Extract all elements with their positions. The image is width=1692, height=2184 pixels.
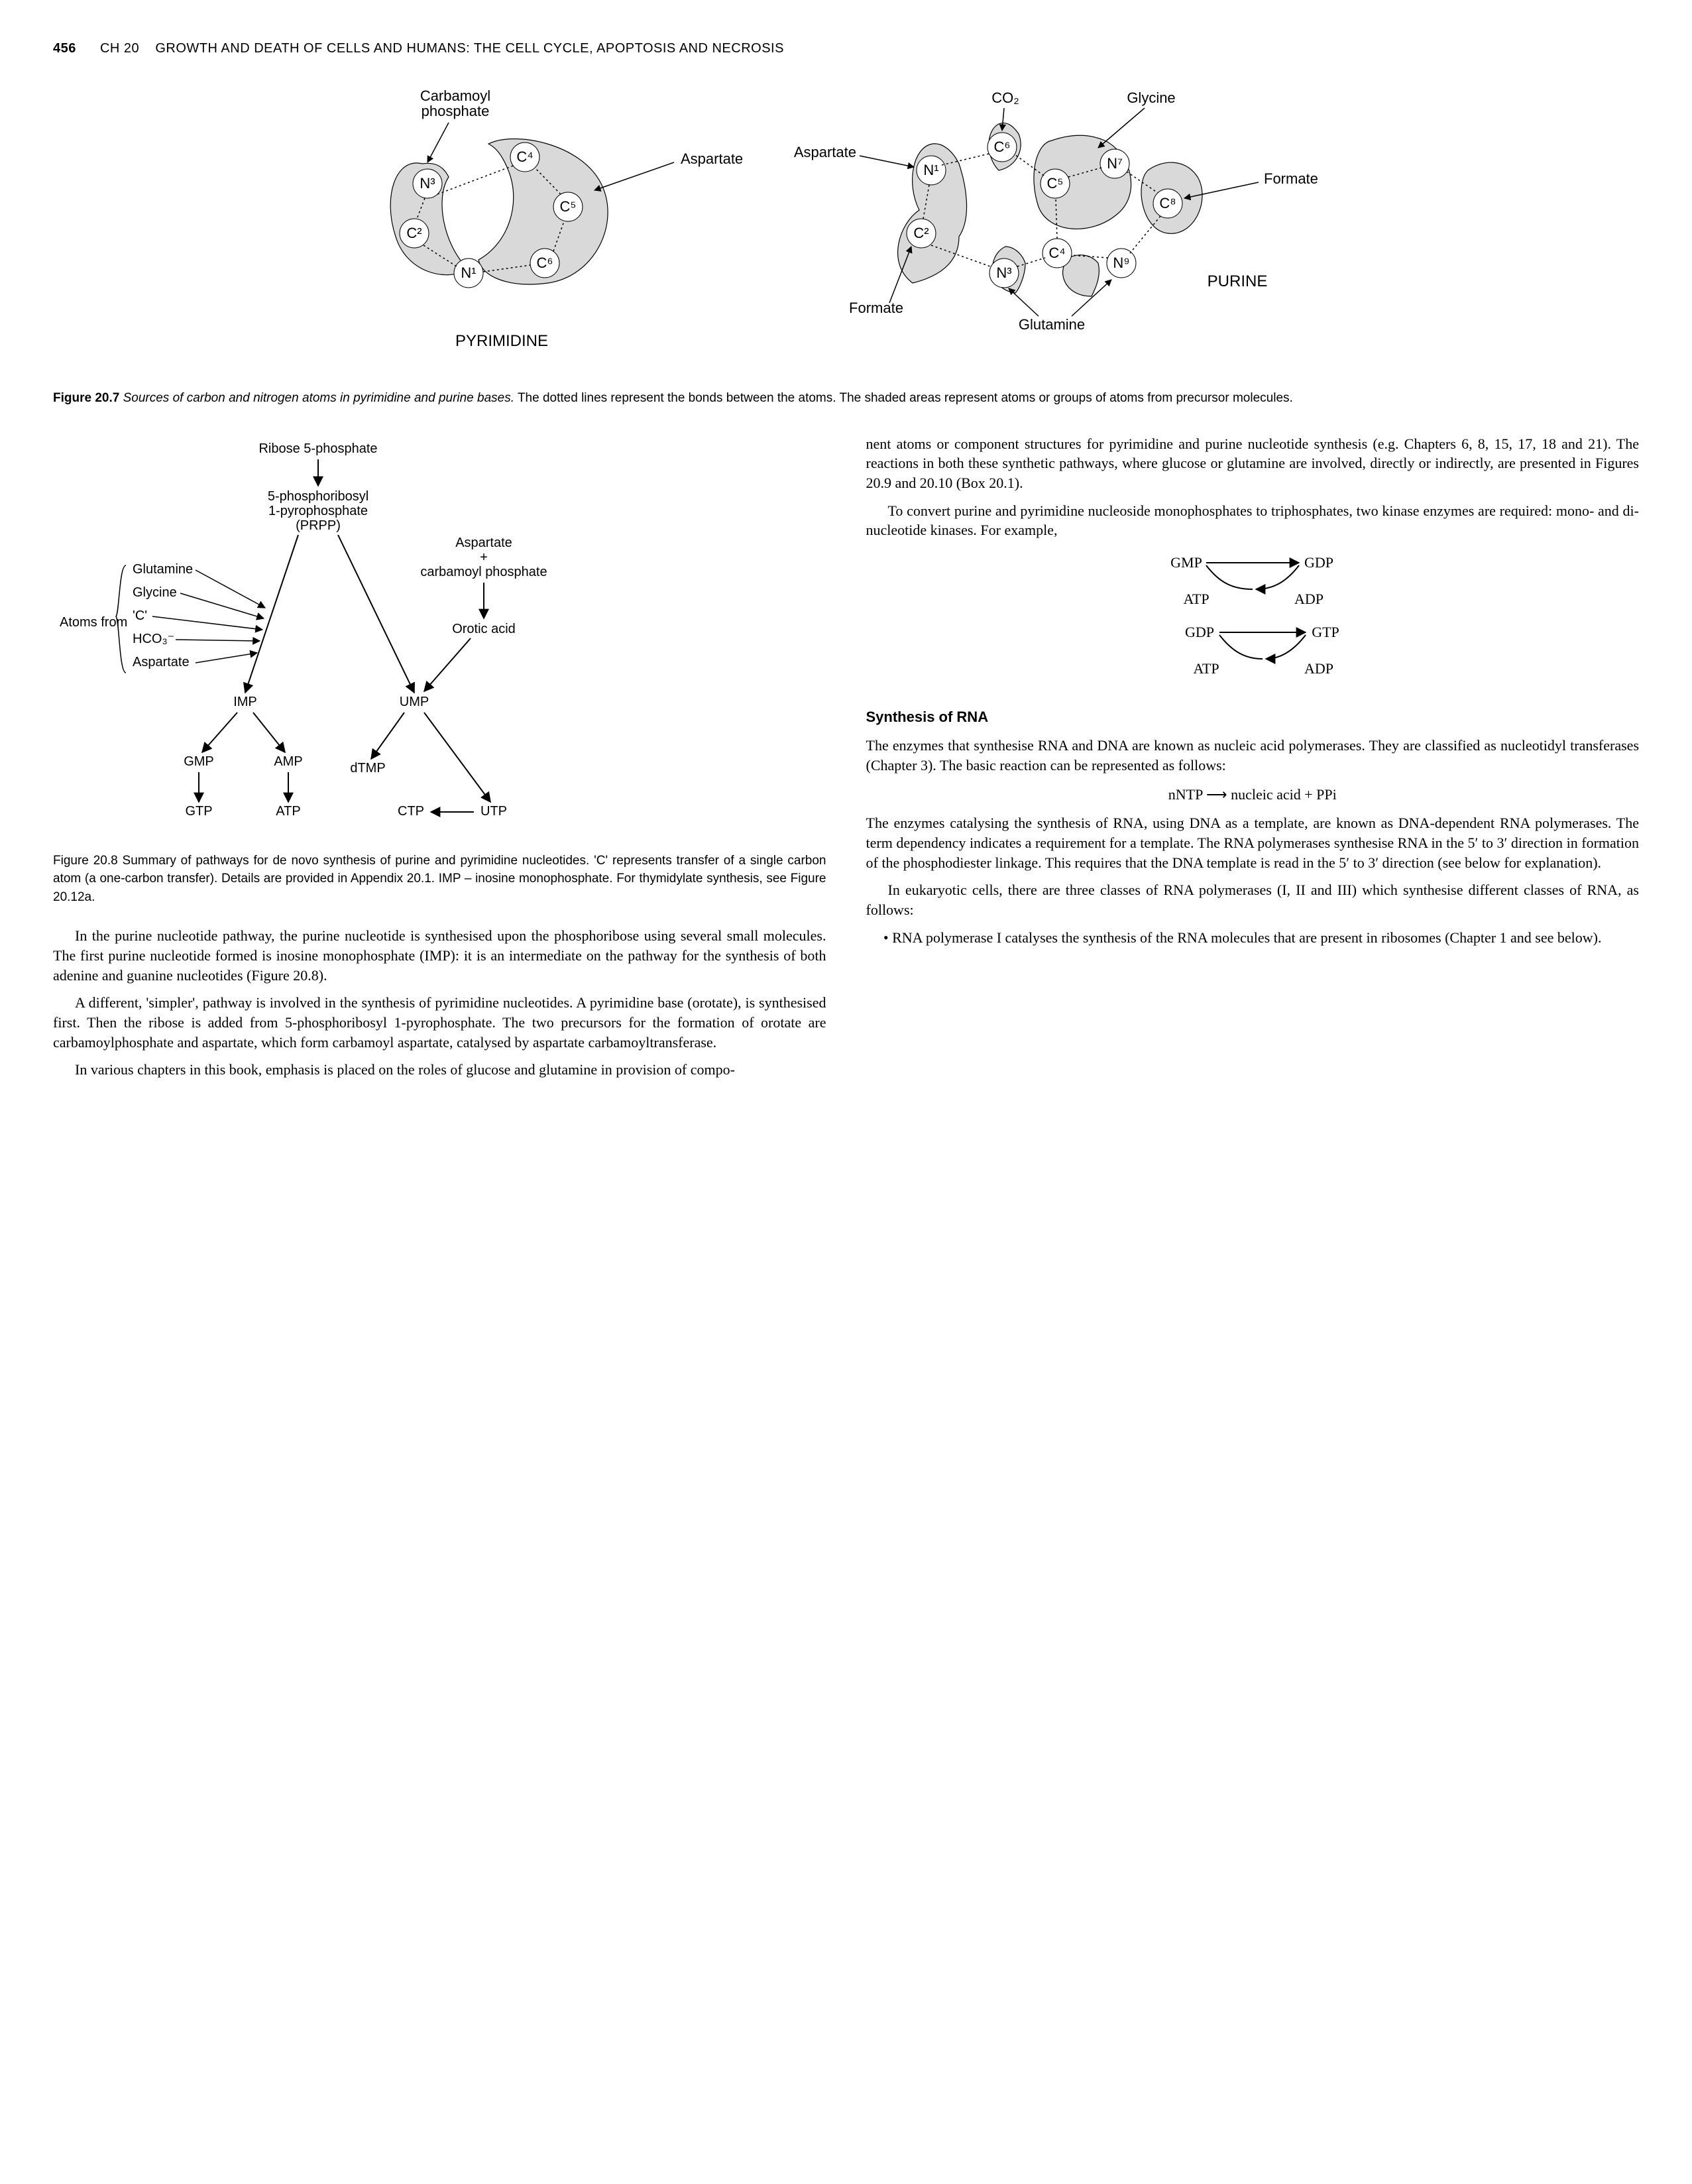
svg-text:ADP: ADP <box>1304 660 1333 677</box>
svg-text:N¹: N¹ <box>461 264 476 281</box>
svg-text:IMP: IMP <box>233 695 257 709</box>
para-7: The enzymes catalysing the synthesis of … <box>866 813 1640 872</box>
svg-text:Glycine: Glycine <box>133 585 177 600</box>
svg-text:GMP: GMP <box>1170 554 1202 571</box>
svg-text:Orotic acid: Orotic acid <box>452 622 516 636</box>
svg-text:5-phosphoribosyl: 5-phosphoribosyl <box>268 489 368 504</box>
svg-text:HCO₃⁻: HCO₃⁻ <box>133 632 174 646</box>
svg-text:Glutamine: Glutamine <box>133 562 193 577</box>
para-4: nent atoms or component structures for p… <box>866 434 1640 493</box>
svg-text:GDP: GDP <box>1304 554 1333 571</box>
chapter-label: CH 20 <box>100 41 139 56</box>
figure-20-7-svg: N³ C² N¹ C⁶ C⁵ C⁴ Carbamoyl phosphate As… <box>283 84 1410 376</box>
fig208-label: Figure 20.8 <box>53 854 118 868</box>
svg-text:ATP: ATP <box>276 804 300 819</box>
svg-text:ATP: ATP <box>1193 660 1219 677</box>
svg-text:C⁴: C⁴ <box>1048 245 1065 261</box>
svg-text:CO₂: CO₂ <box>991 89 1019 106</box>
svg-text:N⁹: N⁹ <box>1113 255 1129 271</box>
svg-text:ATP: ATP <box>1183 591 1209 607</box>
svg-text:N¹: N¹ <box>923 162 938 178</box>
kinase-diagram: GMP GDP ATP ADP GDP GTP ATP ADP <box>866 551 1640 689</box>
figure-20-8-svg: Ribose 5-phosphate 5-phosphoribosyl 1-py… <box>53 434 603 845</box>
figure-20-8-caption: Figure 20.8 Summary of pathways for de n… <box>53 852 826 907</box>
svg-text:C²: C² <box>913 225 929 241</box>
svg-text:UTP: UTP <box>480 804 507 819</box>
two-column-body: Ribose 5-phosphate 5-phosphoribosyl 1-py… <box>53 434 1639 1088</box>
svg-text:Glycine: Glycine <box>1127 89 1175 106</box>
svg-text:'C': 'C' <box>133 608 147 623</box>
purine-label: PURINE <box>1207 272 1267 290</box>
svg-text:1-pyrophosphate: 1-pyrophosphate <box>268 504 368 518</box>
para-5: To convert purine and pyrimidine nucleos… <box>866 501 1640 540</box>
svg-text:C⁸: C⁸ <box>1159 195 1176 211</box>
svg-text:Aspartate: Aspartate <box>455 536 512 550</box>
svg-text:Ribose 5-phosphate: Ribose 5-phosphate <box>258 441 377 456</box>
svg-text:CTP: CTP <box>398 804 424 819</box>
svg-text:Carbamoyl: Carbamoyl <box>420 87 490 104</box>
svg-text:C⁶: C⁶ <box>993 139 1010 155</box>
svg-text:Glutamine: Glutamine <box>1018 316 1084 333</box>
svg-text:ADP: ADP <box>1294 591 1324 607</box>
svg-text:C⁵: C⁵ <box>559 198 576 215</box>
svg-text:N⁷: N⁷ <box>1107 155 1123 172</box>
reaction-eq: nNTP ⟶ nucleic acid + PPi <box>866 785 1640 805</box>
fig207-label: Figure 20.7 <box>53 391 119 405</box>
svg-text:N³: N³ <box>996 264 1011 281</box>
svg-text:C⁶: C⁶ <box>536 255 553 271</box>
para-1: In the purine nucleotide pathway, the pu… <box>53 926 826 985</box>
left-column: Ribose 5-phosphate 5-phosphoribosyl 1-py… <box>53 434 826 1088</box>
svg-text:C⁴: C⁴ <box>516 148 533 165</box>
svg-text:phosphate: phosphate <box>421 103 489 119</box>
svg-text:GDP: GDP <box>1185 624 1214 640</box>
svg-text:C²: C² <box>406 225 422 241</box>
figure-20-8: Ribose 5-phosphate 5-phosphoribosyl 1-py… <box>53 434 826 845</box>
svg-text:+: + <box>480 550 488 565</box>
page-header: 456 CH 20 GROWTH AND DEATH OF CELLS AND … <box>53 40 1639 58</box>
pyrimidine-label: PYRIMIDINE <box>455 332 547 350</box>
svg-text:(PRPP): (PRPP) <box>296 518 341 533</box>
svg-text:Aspartate: Aspartate <box>133 655 190 669</box>
svg-text:GMP: GMP <box>184 754 214 769</box>
fig207-rest: The dotted lines represent the bonds bet… <box>518 391 1293 405</box>
svg-text:Aspartate: Aspartate <box>793 144 856 160</box>
para-3: In various chapters in this book, emphas… <box>53 1060 826 1080</box>
svg-text:carbamoyl phosphate: carbamoyl phosphate <box>420 565 547 579</box>
bullet-1: • RNA polymerase I catalyses the synthes… <box>866 928 1640 948</box>
svg-text:C⁵: C⁵ <box>1046 175 1063 192</box>
figure-20-7: N³ C² N¹ C⁶ C⁵ C⁴ Carbamoyl phosphate As… <box>53 84 1639 376</box>
para-6: The enzymes that synthesise RNA and DNA … <box>866 736 1640 775</box>
page-number: 456 <box>53 41 76 56</box>
svg-text:AMP: AMP <box>274 754 302 769</box>
svg-text:GTP: GTP <box>1312 624 1339 640</box>
svg-text:UMP: UMP <box>400 695 429 709</box>
figure-20-7-caption: Figure 20.7 Sources of carbon and nitrog… <box>53 389 1639 408</box>
svg-text:GTP: GTP <box>185 804 212 819</box>
para-2: A different, 'simpler', pathway is invol… <box>53 993 826 1052</box>
fig207-title: Sources of carbon and nitrogen atoms in … <box>123 391 514 405</box>
svg-text:N³: N³ <box>420 175 435 192</box>
svg-text:Formate: Formate <box>1264 170 1318 187</box>
chapter-title: GROWTH AND DEATH OF CELLS AND HUMANS: TH… <box>155 41 784 56</box>
svg-text:Formate: Formate <box>849 300 903 316</box>
right-column: nent atoms or component structures for p… <box>866 434 1640 1088</box>
heading-synthesis-rna: Synthesis of RNA <box>866 707 1640 727</box>
svg-text:Aspartate: Aspartate <box>681 150 743 167</box>
para-8: In eukaryotic cells, there are three cla… <box>866 880 1640 919</box>
svg-text:dTMP: dTMP <box>350 761 385 776</box>
